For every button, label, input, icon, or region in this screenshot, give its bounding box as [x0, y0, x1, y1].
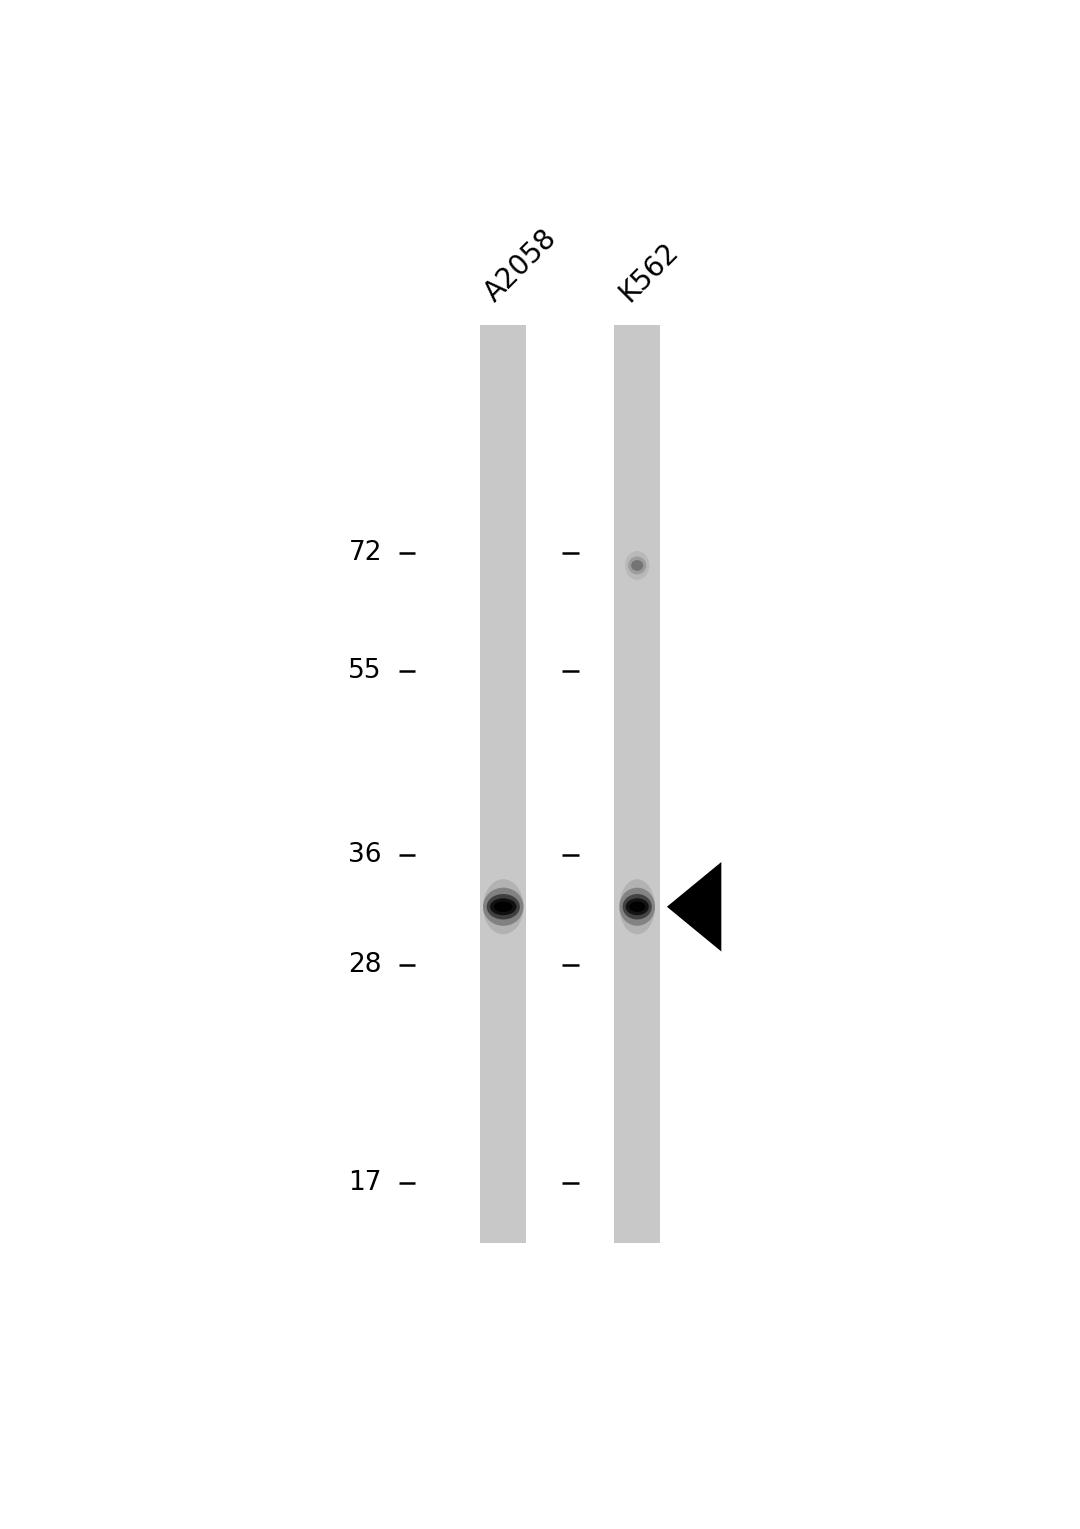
Ellipse shape [619, 888, 656, 927]
Text: 17: 17 [349, 1170, 382, 1196]
Bar [481, 324, 526, 1243]
Ellipse shape [629, 557, 646, 575]
Ellipse shape [631, 560, 644, 570]
Bar [615, 324, 660, 1243]
Polygon shape [667, 862, 721, 951]
Ellipse shape [630, 902, 645, 911]
Ellipse shape [625, 550, 649, 579]
Text: A2058: A2058 [480, 223, 563, 307]
Ellipse shape [490, 898, 516, 916]
Ellipse shape [487, 894, 519, 919]
Ellipse shape [625, 898, 649, 916]
Ellipse shape [483, 888, 524, 927]
Text: 28: 28 [349, 953, 382, 979]
Text: K562: K562 [613, 237, 684, 307]
Text: 55: 55 [349, 657, 382, 683]
Ellipse shape [495, 902, 512, 911]
Ellipse shape [483, 879, 524, 934]
Ellipse shape [622, 894, 652, 919]
Text: 36: 36 [349, 842, 382, 868]
Ellipse shape [619, 879, 656, 934]
Text: 72: 72 [349, 540, 382, 566]
